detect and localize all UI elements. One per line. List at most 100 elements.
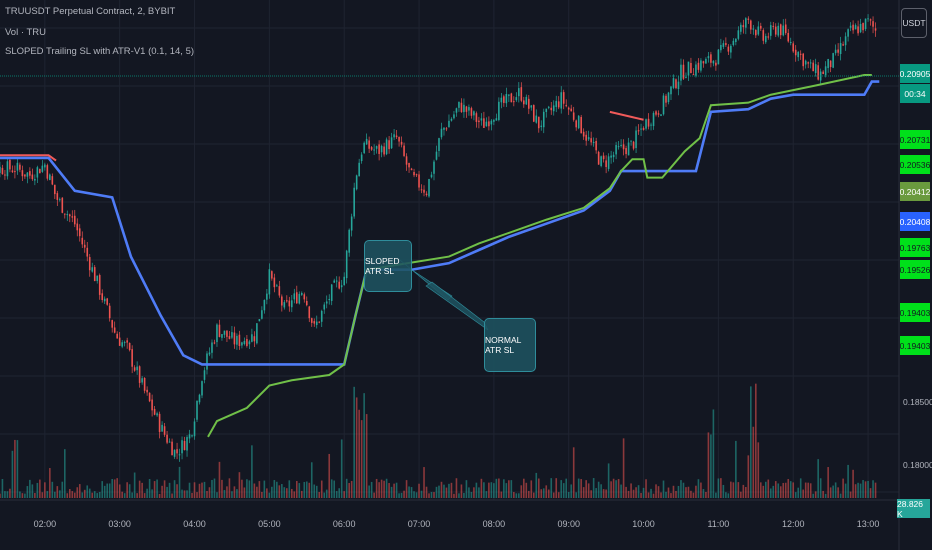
candle-body xyxy=(338,281,341,289)
candle-body xyxy=(829,60,832,68)
candle-body xyxy=(398,136,400,142)
volume-bar xyxy=(26,486,29,498)
candle-body xyxy=(403,145,405,156)
candle-body xyxy=(595,140,597,151)
candle-body xyxy=(198,394,201,403)
volume-bar xyxy=(293,491,296,498)
volume-bar xyxy=(572,447,575,498)
candle-body xyxy=(570,108,573,112)
volume-bar xyxy=(535,472,538,498)
volume-bar xyxy=(291,488,293,498)
candle-body xyxy=(243,340,246,344)
volume-bar xyxy=(403,490,405,498)
candle-body xyxy=(443,127,445,130)
volume-bar xyxy=(363,393,365,498)
volume-bar xyxy=(697,479,700,498)
candle-body xyxy=(71,216,74,218)
candle-body xyxy=(705,58,707,64)
volume-bar xyxy=(163,480,166,498)
volume-bar xyxy=(662,480,665,498)
volume-bar xyxy=(660,492,662,498)
volume-bar xyxy=(16,440,19,498)
candle-body xyxy=(19,164,21,170)
candle-body xyxy=(655,111,657,115)
volume-bar xyxy=(562,483,565,498)
candle-body xyxy=(193,421,196,437)
currency-button[interactable]: USDT xyxy=(901,8,927,38)
candle-body xyxy=(812,62,814,72)
volume-bar xyxy=(632,489,635,498)
volume-bar xyxy=(757,442,760,498)
candle-body xyxy=(11,170,14,173)
candle-body xyxy=(143,377,146,391)
indicator-legend[interactable]: SLOPED Trailing SL with ATR-V1 (0.1, 14,… xyxy=(5,46,195,57)
candle-body xyxy=(717,49,720,65)
volume-bar xyxy=(488,482,490,498)
volume-bar xyxy=(720,478,722,498)
candle-body xyxy=(121,342,123,347)
volume-bar xyxy=(752,426,755,498)
candle-body xyxy=(745,18,747,28)
volume-bar xyxy=(767,479,770,498)
volume-bar xyxy=(493,483,495,498)
candle-body xyxy=(764,36,767,43)
volume-bar xyxy=(300,490,303,498)
volume-bar xyxy=(480,478,483,498)
volume-bar xyxy=(408,486,410,498)
volume-bar xyxy=(198,483,201,498)
volume-bar xyxy=(166,486,168,498)
candlesticks xyxy=(0,14,877,462)
candle-body xyxy=(725,43,727,45)
candle-body xyxy=(183,440,186,451)
candle-body xyxy=(605,160,607,167)
candle-body xyxy=(54,184,56,195)
candle-body xyxy=(14,171,16,173)
candle-body xyxy=(690,62,692,74)
symbol-legend[interactable]: TRUUSDT Perpetual Contract, 2, BYBIT xyxy=(5,6,176,17)
candle-body xyxy=(136,366,138,371)
volume-tag: 28.826 K xyxy=(897,499,930,519)
candle-body xyxy=(191,435,193,437)
candle-body xyxy=(715,62,717,66)
volume-bar xyxy=(652,493,655,498)
volume-bar xyxy=(101,481,104,498)
candle-body xyxy=(742,25,745,28)
candle-body xyxy=(637,130,640,132)
candle-body xyxy=(261,310,263,319)
volume-bar xyxy=(857,482,859,498)
volume-bar xyxy=(21,493,24,498)
candle-body xyxy=(128,342,131,351)
volume-bar xyxy=(630,483,632,498)
volume-bar xyxy=(308,482,311,498)
candle-body xyxy=(480,118,483,121)
volume-bar xyxy=(802,489,805,498)
normal-callout-pointer xyxy=(425,281,489,331)
volume-bar xyxy=(286,488,288,498)
volume-bar xyxy=(809,483,812,498)
candle-body xyxy=(475,113,478,122)
candle-body xyxy=(473,111,475,116)
candle-body xyxy=(186,437,188,451)
candle-body xyxy=(607,156,610,169)
volume-bar xyxy=(211,479,213,498)
candle-body xyxy=(300,292,303,295)
candle-body xyxy=(63,213,66,215)
price-tag: 0.20412 xyxy=(900,182,930,201)
candle-body xyxy=(433,161,435,174)
volume-bar xyxy=(251,445,253,498)
volume-bar xyxy=(782,482,785,498)
candle-body xyxy=(540,125,543,128)
volume-bar xyxy=(645,479,647,498)
volume-bar xyxy=(605,489,607,498)
candle-body xyxy=(126,340,128,343)
volume-bar xyxy=(188,482,191,498)
candle-body xyxy=(383,146,385,155)
candle-body xyxy=(86,247,89,257)
volume-bar xyxy=(508,480,510,498)
volume-bar xyxy=(817,459,819,498)
volume-bar xyxy=(834,482,837,498)
candle-body xyxy=(759,25,762,29)
volume-legend[interactable]: Vol · TRU xyxy=(5,27,47,38)
candle-body xyxy=(612,154,615,158)
